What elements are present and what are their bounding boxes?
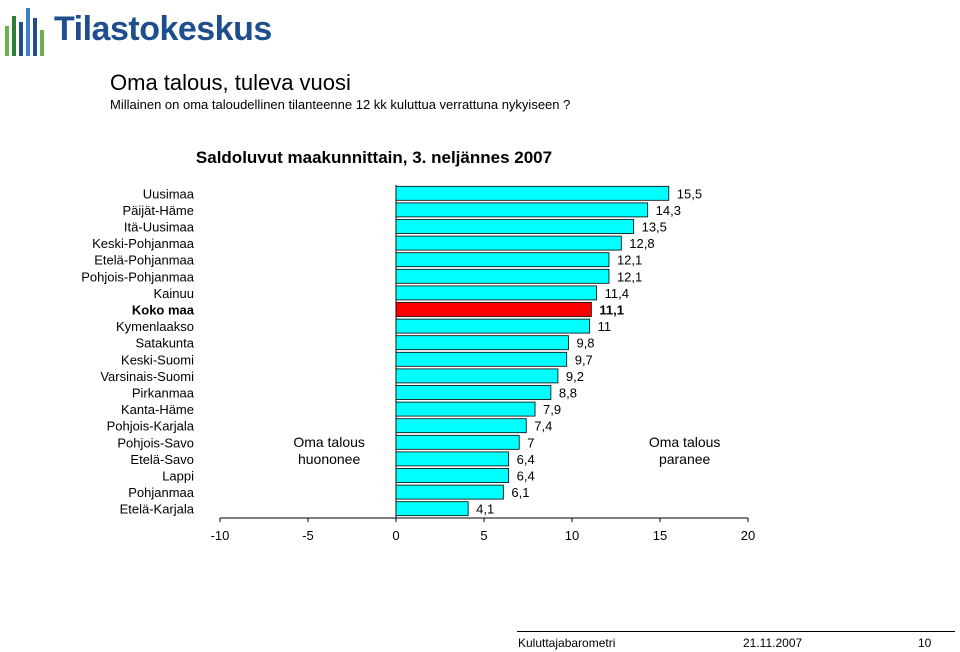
annotation-line: Oma talous bbox=[649, 434, 721, 450]
category-label: Päijät-Häme bbox=[122, 203, 194, 218]
logo-text: Tilastokeskus bbox=[54, 10, 272, 48]
bar bbox=[395, 219, 635, 234]
value-label: 11 bbox=[598, 319, 612, 334]
value-label: 9,8 bbox=[576, 336, 594, 351]
chart-title: Saldoluvut maakunnittain, 3. neljännes 2… bbox=[196, 148, 552, 167]
value-label: 6,4 bbox=[517, 452, 535, 467]
footer-divider bbox=[517, 631, 955, 632]
value-label: 6,1 bbox=[511, 485, 529, 500]
x-tick-label: 0 bbox=[392, 528, 399, 543]
bar bbox=[395, 451, 510, 467]
category-label: Etelä-Karjala bbox=[120, 502, 195, 517]
bar-highlight bbox=[395, 302, 592, 317]
category-label: Koko maa bbox=[132, 303, 195, 318]
category-label: Etelä-Pohjanmaa bbox=[94, 253, 194, 268]
category-label: Keski-Suomi bbox=[121, 352, 194, 367]
footer-page-number: 10 bbox=[918, 636, 932, 650]
category-label: Lappi bbox=[162, 469, 194, 484]
bar bbox=[395, 368, 559, 384]
category-label: Pirkanmaa bbox=[132, 386, 195, 401]
bar bbox=[395, 235, 622, 251]
value-label: 9,7 bbox=[575, 352, 593, 367]
category-label: Varsinais-Suomi bbox=[100, 369, 194, 384]
value-label: 11,4 bbox=[605, 286, 629, 301]
category-label: Kymenlaakso bbox=[116, 319, 194, 334]
page-title: Oma talous, tuleva vuosi bbox=[110, 70, 351, 95]
value-label: 11,1 bbox=[599, 303, 624, 318]
category-label: Satakunta bbox=[135, 336, 194, 351]
tilastokeskus-logo-icon bbox=[5, 8, 44, 56]
x-tick-label: 20 bbox=[741, 528, 755, 543]
value-label: 7,9 bbox=[543, 402, 561, 417]
bar bbox=[395, 268, 610, 284]
category-label: Keski-Pohjanmaa bbox=[92, 236, 195, 251]
bar bbox=[395, 418, 527, 434]
category-label: Pohjois-Karjala bbox=[107, 419, 195, 434]
value-label: 12,1 bbox=[617, 269, 642, 284]
value-label: 9,2 bbox=[566, 369, 584, 384]
page-subtitle: Millainen on oma taloudellinen tilanteen… bbox=[110, 97, 571, 112]
annotation-line: Oma talous bbox=[293, 434, 365, 450]
value-label: 13,5 bbox=[642, 220, 667, 235]
category-label: Pohjois-Pohjanmaa bbox=[81, 269, 195, 284]
category-label: Etelä-Savo bbox=[130, 452, 194, 467]
category-label: Pohjois-Savo bbox=[117, 435, 194, 450]
annotation-line: paranee bbox=[659, 451, 711, 467]
x-tick-label: -5 bbox=[302, 528, 314, 543]
bar bbox=[395, 318, 591, 334]
bar bbox=[395, 401, 536, 417]
value-label: 12,8 bbox=[629, 236, 654, 251]
bar bbox=[395, 468, 510, 483]
category-label: Pohjanmaa bbox=[128, 485, 195, 500]
value-label: 7 bbox=[527, 435, 534, 450]
x-tick-label: 5 bbox=[480, 528, 487, 543]
x-tick-label: 10 bbox=[565, 528, 579, 543]
footer-source: Kuluttajabarometri bbox=[518, 636, 616, 650]
category-label: Uusimaa bbox=[143, 186, 195, 201]
annotation-line: huononee bbox=[298, 451, 361, 467]
chart-annotation: Oma talous paranee bbox=[649, 434, 721, 467]
category-label: Kainuu bbox=[154, 286, 194, 301]
value-label: 8,8 bbox=[559, 386, 577, 401]
chart-annotation: Oma talous huononee bbox=[293, 434, 365, 467]
bar bbox=[395, 434, 520, 450]
value-label: 12,1 bbox=[617, 253, 642, 268]
logo: Tilastokeskus bbox=[2, 2, 272, 62]
bar bbox=[395, 351, 568, 367]
bar bbox=[395, 484, 504, 500]
bar bbox=[395, 185, 670, 201]
x-tick-label: -10 bbox=[211, 528, 230, 543]
value-label: 7,4 bbox=[534, 419, 552, 434]
value-label: 6,4 bbox=[517, 469, 535, 484]
footer-date: 21.11.2007 bbox=[743, 636, 803, 650]
value-label: 15,5 bbox=[677, 186, 702, 201]
bar bbox=[395, 335, 569, 351]
bar bbox=[395, 501, 469, 517]
category-label: Kanta-Häme bbox=[121, 402, 194, 417]
value-label: 4,1 bbox=[476, 502, 494, 517]
value-label: 14,3 bbox=[656, 203, 681, 218]
bar bbox=[395, 202, 649, 218]
x-tick-label: 15 bbox=[653, 528, 667, 543]
bar bbox=[395, 285, 598, 301]
bar bbox=[395, 385, 552, 400]
category-label: Itä-Uusimaa bbox=[124, 220, 195, 235]
bar bbox=[395, 252, 610, 268]
